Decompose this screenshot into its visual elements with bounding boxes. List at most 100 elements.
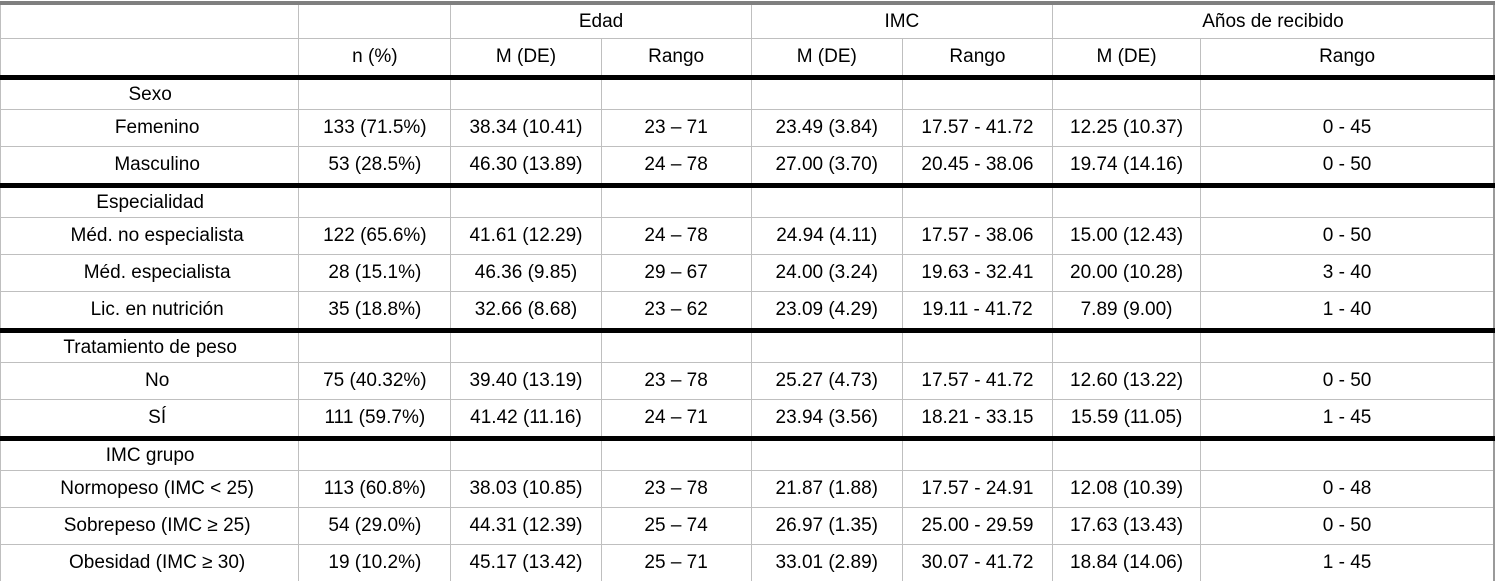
empty-cell bbox=[0, 38, 300, 78]
cell-n-pct: 113 (60.8%) bbox=[298, 470, 452, 508]
empty-cell bbox=[1051, 436, 1202, 471]
col-group-edad: Edad bbox=[450, 3, 752, 39]
cell-edad-mde: 41.61 (12.29) bbox=[450, 217, 602, 255]
col-group-imc: IMC bbox=[750, 3, 1054, 39]
cell-edad-mde: 41.42 (11.16) bbox=[450, 399, 602, 439]
cell-anos-rango: 3 - 40 bbox=[1200, 254, 1495, 292]
col-header-edad-rango: Rango bbox=[600, 38, 752, 78]
cell-n-pct: 54 (29.0%) bbox=[298, 507, 452, 545]
cell-anos-mde: 15.00 (12.43) bbox=[1051, 217, 1202, 255]
section-header-row: Especialidad bbox=[0, 183, 1495, 218]
row-label: Méd. especialista bbox=[0, 254, 300, 292]
empty-cell bbox=[450, 436, 602, 471]
cell-n-pct: 35 (18.8%) bbox=[298, 291, 452, 331]
cell-edad-mde: 46.36 (9.85) bbox=[450, 254, 602, 292]
cell-edad-rango: 23 – 78 bbox=[600, 362, 752, 400]
cell-anos-mde: 15.59 (11.05) bbox=[1051, 399, 1202, 439]
cell-n-pct: 53 (28.5%) bbox=[298, 146, 452, 186]
empty-cell bbox=[450, 183, 602, 218]
empty-cell bbox=[1051, 183, 1202, 218]
cell-edad-mde: 32.66 (8.68) bbox=[450, 291, 602, 331]
empty-cell bbox=[1200, 328, 1495, 363]
cell-anos-mde: 19.74 (14.16) bbox=[1051, 146, 1202, 186]
row-label: Normopeso (IMC < 25) bbox=[0, 470, 300, 508]
empty-cell bbox=[0, 3, 300, 39]
cell-edad-mde: 38.34 (10.41) bbox=[450, 109, 602, 147]
cell-anos-rango: 0 - 45 bbox=[1200, 109, 1495, 147]
empty-cell bbox=[1200, 75, 1495, 110]
cell-anos-rango: 1 - 45 bbox=[1200, 399, 1495, 439]
cell-anos-rango: 1 - 40 bbox=[1200, 291, 1495, 331]
section-header-row: Tratamiento de peso bbox=[0, 328, 1495, 363]
row-label: Masculino bbox=[0, 146, 300, 186]
col-header-anos-mde: M (DE) bbox=[1051, 38, 1202, 78]
cell-anos-rango: 0 - 50 bbox=[1200, 507, 1495, 545]
cell-edad-rango: 25 – 74 bbox=[600, 507, 752, 545]
empty-cell bbox=[450, 75, 602, 110]
empty-cell bbox=[298, 3, 452, 39]
cell-imc-rango: 17.57 - 41.72 bbox=[901, 109, 1054, 147]
row-label: Lic. en nutrición bbox=[0, 291, 300, 331]
cell-imc-rango: 18.21 - 33.15 bbox=[901, 399, 1054, 439]
section-title-tratamiento-de-peso: Tratamiento de peso bbox=[0, 328, 300, 363]
empty-cell bbox=[1200, 183, 1495, 218]
cell-imc-rango: 30.07 - 41.72 bbox=[901, 544, 1054, 581]
cell-imc-mde: 24.94 (4.11) bbox=[750, 217, 903, 255]
cell-imc-rango: 17.57 - 41.72 bbox=[901, 362, 1054, 400]
cell-imc-mde: 25.27 (4.73) bbox=[750, 362, 903, 400]
cell-imc-mde: 33.01 (2.89) bbox=[750, 544, 903, 581]
cell-edad-mde: 44.31 (12.39) bbox=[450, 507, 602, 545]
table-row: Obesidad (IMC ≥ 30) 19 (10.2%) 45.17 (13… bbox=[0, 544, 1495, 581]
cell-anos-mde: 20.00 (10.28) bbox=[1051, 254, 1202, 292]
cell-edad-mde: 38.03 (10.85) bbox=[450, 470, 602, 508]
section-header-row: IMC grupo bbox=[0, 436, 1495, 471]
table-row: SÍ 111 (59.7%) 41.42 (11.16) 24 – 71 23.… bbox=[0, 399, 1495, 439]
cell-edad-rango: 23 – 78 bbox=[600, 470, 752, 508]
cell-imc-rango: 17.57 - 24.91 bbox=[901, 470, 1054, 508]
cell-anos-mde: 18.84 (14.06) bbox=[1051, 544, 1202, 581]
cell-imc-rango: 20.45 - 38.06 bbox=[901, 146, 1054, 186]
header-sub-row: n (%) M (DE) Rango M (DE) Rango M (DE) R… bbox=[0, 38, 1495, 78]
empty-cell bbox=[1051, 328, 1202, 363]
cell-edad-rango: 24 – 78 bbox=[600, 146, 752, 186]
cell-n-pct: 19 (10.2%) bbox=[298, 544, 452, 581]
cell-imc-mde: 24.00 (3.24) bbox=[750, 254, 903, 292]
cell-imc-rango: 25.00 - 29.59 bbox=[901, 507, 1054, 545]
cell-anos-mde: 12.25 (10.37) bbox=[1051, 109, 1202, 147]
cell-anos-mde: 12.08 (10.39) bbox=[1051, 470, 1202, 508]
section-title-imc-grupo: IMC grupo bbox=[0, 436, 300, 471]
row-label: Sobrepeso (IMC ≥ 25) bbox=[0, 507, 300, 545]
empty-cell bbox=[600, 436, 752, 471]
cell-anos-rango: 0 - 48 bbox=[1200, 470, 1495, 508]
cell-imc-mde: 27.00 (3.70) bbox=[750, 146, 903, 186]
cell-anos-rango: 0 - 50 bbox=[1200, 362, 1495, 400]
col-header-edad-mde: M (DE) bbox=[450, 38, 602, 78]
col-group-anos-de-recibido: Años de recibido bbox=[1052, 3, 1495, 39]
table-row: Méd. especialista 28 (15.1%) 46.36 (9.85… bbox=[0, 254, 1495, 292]
cell-imc-mde: 23.49 (3.84) bbox=[750, 109, 903, 147]
cell-edad-rango: 23 – 62 bbox=[600, 291, 752, 331]
table-row: Méd. no especialista 122 (65.6%) 41.61 (… bbox=[0, 217, 1495, 255]
row-label: Obesidad (IMC ≥ 30) bbox=[0, 544, 300, 581]
table-row: Masculino 53 (28.5%) 46.30 (13.89) 24 – … bbox=[0, 146, 1495, 186]
cell-anos-mde: 17.63 (13.43) bbox=[1051, 507, 1202, 545]
table-row: Femenino 133 (71.5%) 38.34 (10.41) 23 – … bbox=[0, 109, 1495, 147]
cell-imc-mde: 26.97 (1.35) bbox=[750, 507, 903, 545]
cell-n-pct: 28 (15.1%) bbox=[298, 254, 452, 292]
cell-edad-rango: 25 – 71 bbox=[600, 544, 752, 581]
cell-imc-rango: 17.57 - 38.06 bbox=[901, 217, 1054, 255]
col-header-n-pct: n (%) bbox=[298, 38, 452, 78]
cell-anos-mde: 7.89 (9.00) bbox=[1051, 291, 1202, 331]
cell-imc-rango: 19.63 - 32.41 bbox=[901, 254, 1054, 292]
cell-imc-mde: 23.09 (4.29) bbox=[750, 291, 903, 331]
cell-anos-rango: 0 - 50 bbox=[1200, 217, 1495, 255]
table-row: Normopeso (IMC < 25) 113 (60.8%) 38.03 (… bbox=[0, 470, 1495, 508]
row-label: SÍ bbox=[0, 399, 300, 439]
section-title-especialidad: Especialidad bbox=[0, 183, 300, 218]
col-header-anos-rango: Rango bbox=[1200, 38, 1495, 78]
empty-cell bbox=[600, 183, 752, 218]
cell-n-pct: 122 (65.6%) bbox=[298, 217, 452, 255]
cell-anos-rango: 1 - 45 bbox=[1200, 544, 1495, 581]
